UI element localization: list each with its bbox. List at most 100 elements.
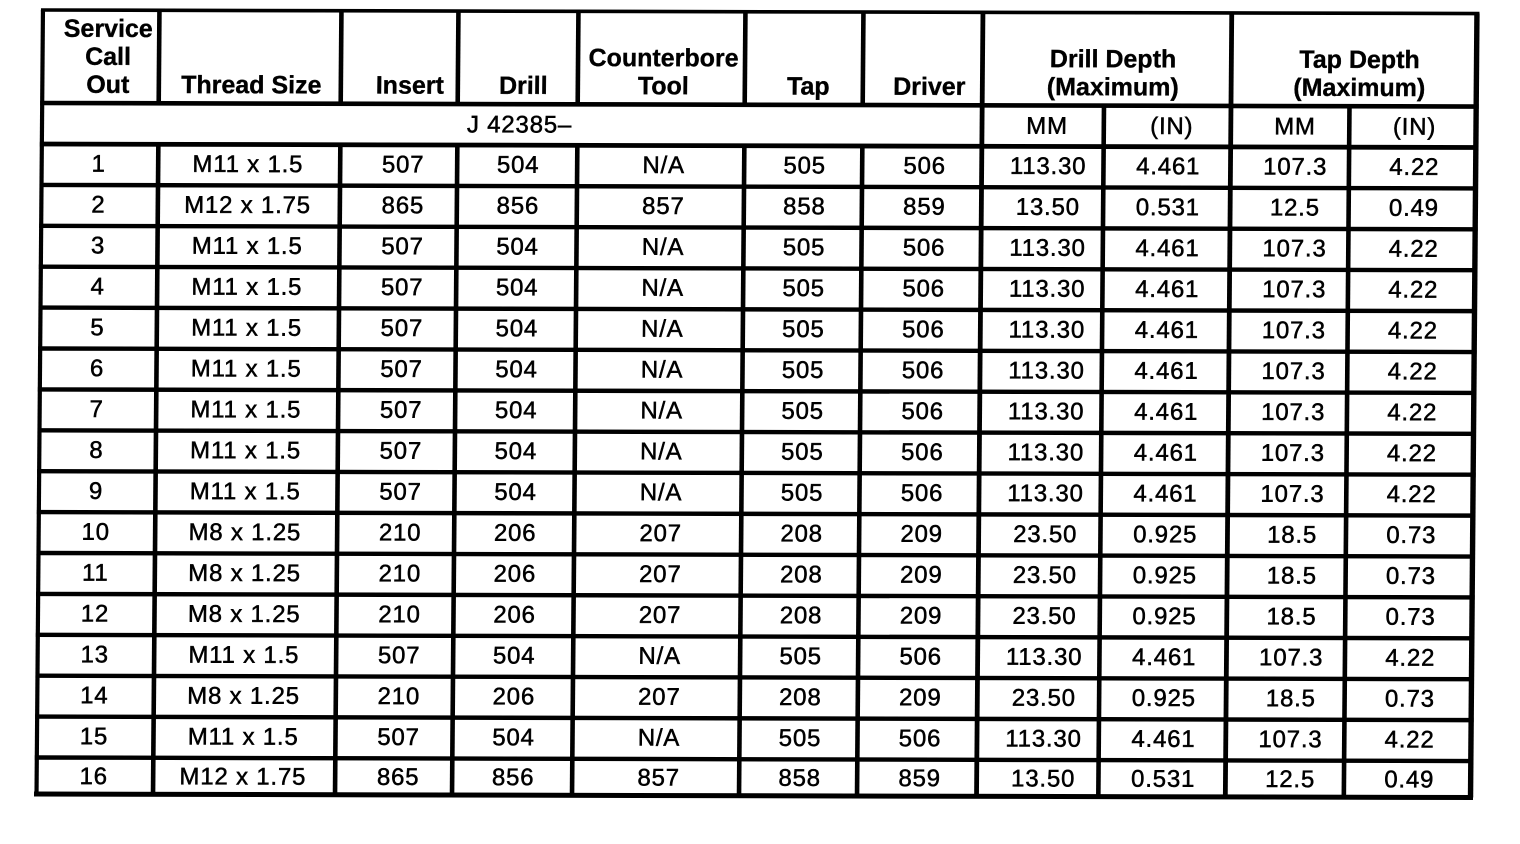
svg-text:0.49: 0.49 bbox=[1384, 766, 1434, 793]
svg-text:206: 206 bbox=[494, 520, 537, 547]
svg-text:210: 210 bbox=[378, 601, 421, 628]
svg-text:12.5: 12.5 bbox=[1265, 766, 1315, 793]
svg-text:504: 504 bbox=[496, 274, 539, 301]
svg-text:113.30: 113.30 bbox=[1009, 316, 1086, 343]
svg-text:3: 3 bbox=[91, 232, 105, 259]
svg-text:207: 207 bbox=[639, 602, 682, 629]
svg-text:506: 506 bbox=[903, 153, 946, 180]
svg-text:207: 207 bbox=[639, 561, 682, 588]
svg-text:206: 206 bbox=[493, 602, 536, 629]
svg-text:4.22: 4.22 bbox=[1387, 481, 1437, 508]
svg-text:Counterbore: Counterbore bbox=[588, 44, 738, 72]
svg-text:856: 856 bbox=[497, 193, 540, 220]
svg-text:M11 x 1.5: M11 x 1.5 bbox=[191, 355, 302, 382]
svg-text:507: 507 bbox=[382, 151, 425, 178]
svg-text:4.461: 4.461 bbox=[1134, 399, 1198, 426]
svg-text:0.73: 0.73 bbox=[1386, 522, 1436, 549]
svg-text:M11 x 1.5: M11 x 1.5 bbox=[192, 151, 303, 178]
svg-text:M11 x 1.5: M11 x 1.5 bbox=[191, 274, 302, 301]
svg-text:504: 504 bbox=[492, 724, 535, 751]
svg-text:N/A: N/A bbox=[640, 438, 683, 465]
svg-text:16: 16 bbox=[79, 763, 108, 790]
svg-text:6: 6 bbox=[90, 355, 104, 382]
svg-text:505: 505 bbox=[781, 480, 824, 507]
svg-text:4.461: 4.461 bbox=[1135, 317, 1199, 344]
svg-text:18.5: 18.5 bbox=[1266, 603, 1316, 630]
svg-text:207: 207 bbox=[638, 684, 681, 711]
svg-text:0.73: 0.73 bbox=[1385, 685, 1435, 712]
svg-text:N/A: N/A bbox=[642, 152, 685, 179]
svg-text:4.22: 4.22 bbox=[1389, 236, 1439, 263]
svg-text:Driver: Driver bbox=[893, 73, 966, 101]
svg-text:M12 x 1.75: M12 x 1.75 bbox=[184, 192, 311, 219]
svg-text:N/A: N/A bbox=[641, 275, 684, 302]
svg-text:0.531: 0.531 bbox=[1131, 766, 1195, 793]
svg-text:4: 4 bbox=[90, 273, 104, 300]
svg-text:23.50: 23.50 bbox=[1012, 685, 1076, 712]
svg-text:MM: MM bbox=[1274, 113, 1316, 140]
svg-text:505: 505 bbox=[781, 398, 824, 425]
svg-text:N/A: N/A bbox=[641, 316, 684, 343]
svg-text:2: 2 bbox=[91, 192, 105, 219]
svg-text:507: 507 bbox=[378, 642, 421, 669]
svg-text:865: 865 bbox=[382, 192, 425, 219]
svg-text:4.22: 4.22 bbox=[1385, 726, 1435, 753]
svg-text:107.3: 107.3 bbox=[1260, 481, 1324, 508]
svg-text:209: 209 bbox=[900, 521, 943, 548]
svg-text:506: 506 bbox=[902, 316, 945, 343]
svg-text:M11 x 1.5: M11 x 1.5 bbox=[192, 233, 303, 260]
svg-text:505: 505 bbox=[779, 643, 822, 670]
svg-text:113.30: 113.30 bbox=[1008, 398, 1085, 425]
svg-text:505: 505 bbox=[783, 152, 826, 179]
svg-text:M8 x 1.25: M8 x 1.25 bbox=[187, 683, 300, 710]
svg-text:12: 12 bbox=[81, 601, 110, 628]
svg-text:4.22: 4.22 bbox=[1388, 317, 1438, 344]
svg-text:209: 209 bbox=[900, 603, 943, 630]
svg-text:206: 206 bbox=[493, 561, 536, 588]
svg-text:1: 1 bbox=[91, 151, 105, 178]
svg-text:M8 x 1.25: M8 x 1.25 bbox=[188, 601, 301, 628]
svg-text:504: 504 bbox=[496, 315, 539, 342]
svg-text:208: 208 bbox=[780, 561, 823, 588]
svg-text:107.3: 107.3 bbox=[1259, 644, 1323, 671]
svg-text:4.22: 4.22 bbox=[1388, 277, 1438, 304]
svg-text:856: 856 bbox=[492, 764, 535, 791]
svg-text:506: 506 bbox=[903, 234, 946, 261]
svg-text:Drill: Drill bbox=[499, 72, 548, 100]
svg-text:206: 206 bbox=[492, 683, 535, 710]
svg-text:504: 504 bbox=[495, 397, 538, 424]
svg-text:0.73: 0.73 bbox=[1386, 563, 1436, 590]
svg-text:505: 505 bbox=[779, 725, 822, 752]
svg-text:865: 865 bbox=[377, 764, 420, 791]
svg-text:507: 507 bbox=[377, 724, 420, 751]
svg-text:(Maximum): (Maximum) bbox=[1047, 73, 1179, 101]
svg-text:MM: MM bbox=[1026, 113, 1068, 140]
svg-text:208: 208 bbox=[779, 684, 822, 711]
svg-text:M8 x 1.25: M8 x 1.25 bbox=[188, 519, 301, 546]
svg-text:N/A: N/A bbox=[640, 479, 683, 506]
svg-text:4.461: 4.461 bbox=[1136, 153, 1200, 180]
svg-text:504: 504 bbox=[494, 479, 537, 506]
svg-text:507: 507 bbox=[380, 438, 423, 465]
svg-text:4.461: 4.461 bbox=[1135, 235, 1199, 262]
svg-text:13.50: 13.50 bbox=[1016, 194, 1080, 221]
svg-text:208: 208 bbox=[780, 520, 823, 547]
svg-text:23.50: 23.50 bbox=[1013, 521, 1077, 548]
svg-text:4.461: 4.461 bbox=[1132, 644, 1196, 671]
svg-text:15: 15 bbox=[80, 723, 109, 750]
svg-text:Out: Out bbox=[86, 71, 130, 99]
svg-text:18.5: 18.5 bbox=[1267, 522, 1317, 549]
svg-text:113.30: 113.30 bbox=[1009, 235, 1086, 262]
svg-text:506: 506 bbox=[901, 439, 944, 466]
svg-text:507: 507 bbox=[381, 274, 424, 301]
svg-text:10: 10 bbox=[81, 519, 110, 546]
svg-text:0.531: 0.531 bbox=[1136, 194, 1200, 221]
svg-text:M11 x 1.5: M11 x 1.5 bbox=[190, 396, 301, 423]
svg-text:4.461: 4.461 bbox=[1133, 480, 1197, 507]
svg-text:4.22: 4.22 bbox=[1389, 154, 1439, 181]
svg-text:0.925: 0.925 bbox=[1133, 562, 1197, 589]
svg-text:505: 505 bbox=[782, 357, 825, 384]
svg-text:(IN): (IN) bbox=[1393, 114, 1436, 141]
svg-text:M11 x 1.5: M11 x 1.5 bbox=[188, 642, 299, 669]
svg-text:107.3: 107.3 bbox=[1261, 358, 1325, 385]
